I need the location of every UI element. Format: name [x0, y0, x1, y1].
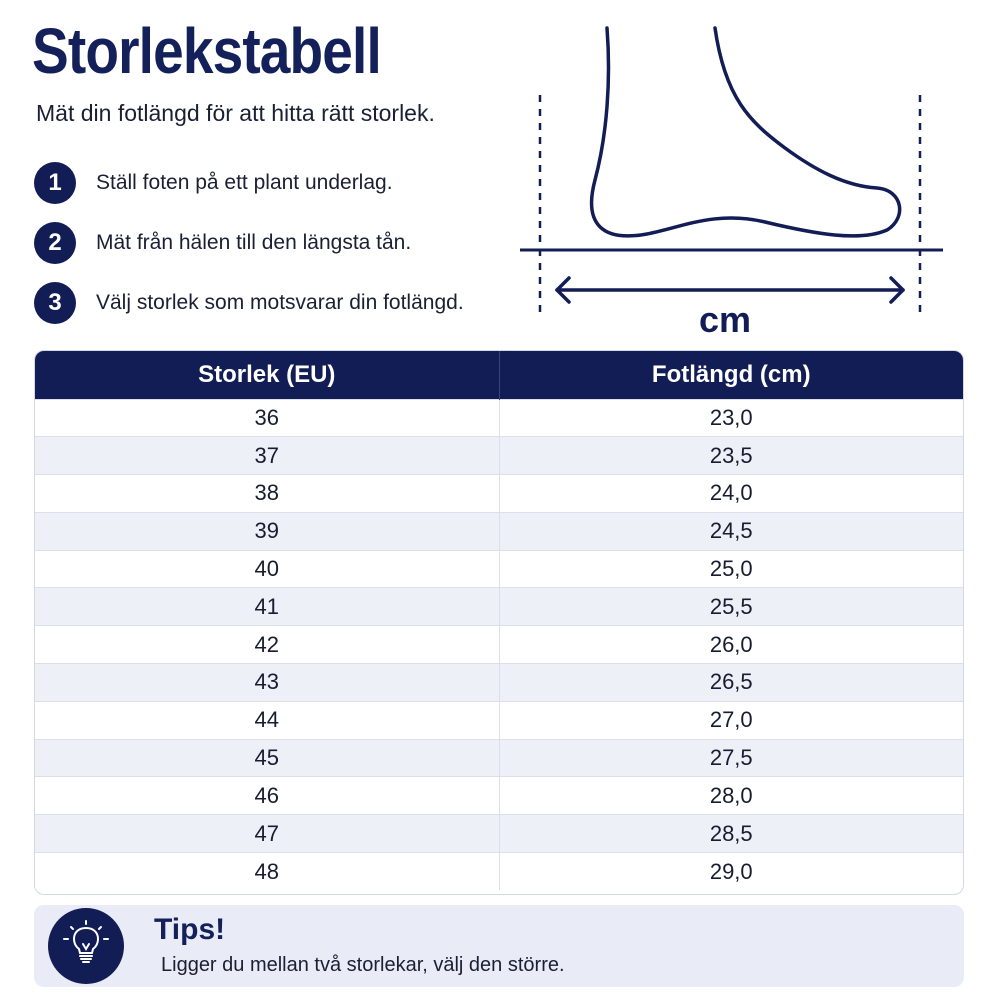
size-cell: 41 [35, 587, 500, 626]
table-row: 39 24,5 [35, 511, 963, 551]
size-cell: 38 [35, 474, 500, 513]
foot-measurement-diagram: cm [520, 26, 943, 340]
table-row: 42 26,0 [35, 625, 963, 664]
table-row: 47 28,5 [35, 814, 963, 853]
foot-length-cell: 24,0 [499, 474, 963, 513]
instruction-steps: 1 Ställ foten på ett plant underlag. 2 M… [34, 153, 464, 333]
size-cell: 36 [35, 398, 500, 437]
step-text: Ställ foten på ett plant underlag. [96, 171, 393, 194]
size-table: Storlek (EU) Fotlängd (cm) 36 23,0 37 23,5 3… [34, 350, 964, 895]
column-header-foot-length: Fotlängd (cm) [499, 351, 963, 399]
foot-length-cell: 28,5 [499, 814, 963, 853]
table-row: 37 23,5 [35, 436, 963, 475]
foot-length-cell: 23,0 [499, 398, 963, 437]
step-number-badge: 2 [34, 222, 76, 264]
step-text: Mät från hälen till den längsta tån. [96, 231, 412, 254]
size-cell: 37 [35, 436, 500, 475]
step-3: 3 Välj storlek som motsvarar din fotläng… [34, 273, 464, 333]
size-cell: 42 [35, 625, 500, 664]
tip-title: Tips! [154, 913, 226, 946]
unit-label: cm [699, 299, 751, 340]
lightbulb-icon [48, 908, 124, 984]
page-subtitle: Mät din fotlängd för att hitta rätt stor… [36, 100, 435, 126]
size-cell: 39 [35, 511, 500, 551]
tip-text: Ligger du mellan två storlekar, välj den… [161, 954, 565, 976]
foot-length-cell: 25,5 [499, 587, 963, 626]
size-cell: 45 [35, 738, 500, 777]
foot-length-cell: 26,0 [499, 625, 963, 664]
table-row: 41 25,5 [35, 587, 963, 626]
table-row: 36 23,0 [35, 398, 963, 437]
step-number-badge: 1 [34, 162, 76, 204]
size-cell: 44 [35, 700, 500, 740]
size-cell: 46 [35, 776, 500, 815]
table-row: 43 26,5 [35, 663, 963, 702]
step-text: Välj storlek som motsvarar din fotlängd. [96, 291, 464, 314]
size-cell: 48 [35, 852, 500, 891]
foot-length-cell: 26,5 [499, 663, 963, 702]
foot-outline-icon [589, 26, 902, 238]
table-row: 45 27,5 [35, 738, 963, 777]
table-row: 46 28,0 [35, 776, 963, 815]
column-header-size: Storlek (EU) [35, 351, 500, 399]
size-cell: 40 [35, 549, 500, 588]
foot-length-cell: 29,0 [499, 852, 963, 891]
table-row: 48 29,0 [35, 852, 963, 891]
tip-box: Tips! Ligger du mellan två storlekar, vä… [34, 905, 964, 987]
page-title: Storlekstabell [32, 15, 382, 87]
measure-arrow [555, 276, 905, 304]
foot-length-cell: 24,5 [499, 511, 963, 551]
step-2: 2 Mät från hälen till den längsta tån. [34, 213, 464, 273]
size-cell: 43 [35, 663, 500, 702]
foot-length-cell: 25,0 [499, 549, 963, 588]
table-row: 44 27,0 [35, 700, 963, 740]
table-row: 40 25,0 [35, 549, 963, 588]
step-1: 1 Ställ foten på ett plant underlag. [34, 153, 464, 213]
foot-length-cell: 23,5 [499, 436, 963, 475]
step-number-badge: 3 [34, 282, 76, 324]
foot-length-cell: 27,5 [499, 738, 963, 777]
foot-length-cell: 27,0 [499, 700, 963, 740]
foot-length-cell: 28,0 [499, 776, 963, 815]
table-header-row: Storlek (EU) Fotlängd (cm) [35, 351, 963, 399]
table-row: 38 24,0 [35, 474, 963, 513]
size-cell: 47 [35, 814, 500, 853]
table-body: 36 23,0 37 23,5 38 24,0 39 24,5 40 25,0 41 25,5 42 26… [35, 398, 963, 891]
